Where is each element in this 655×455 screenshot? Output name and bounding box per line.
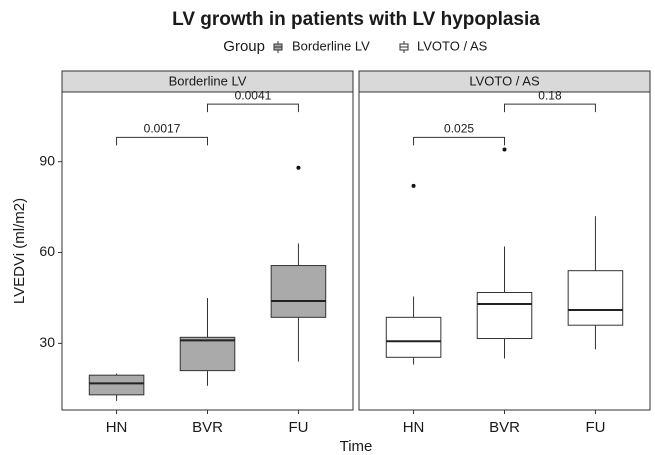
x-tick-label: BVR (192, 419, 223, 436)
x-tick-label: BVR (489, 419, 520, 436)
chart-title: LV growth in patients with LV hypoplasia (172, 9, 540, 30)
box (567, 270, 624, 326)
y-axis-label: LVEDVi (ml/m2) (11, 198, 28, 304)
comparison-bracket (116, 136, 208, 146)
box (270, 265, 327, 318)
legend-label: LVOTO / AS (417, 38, 488, 53)
y-tick-label: 60 (39, 243, 55, 259)
x-axis-label: Time (340, 438, 373, 455)
x-tick-label: HN (403, 419, 425, 436)
box (179, 336, 236, 372)
comparison-bracket (207, 103, 299, 113)
comparison-bracket (413, 136, 505, 146)
facet-label: Borderline LV (169, 73, 247, 88)
x-tick-label: HN (106, 419, 128, 436)
x-tick-label: FU (288, 419, 308, 436)
outlier (502, 147, 507, 152)
comparison-bracket (504, 103, 596, 113)
box (476, 291, 533, 340)
comparison-label: 0.18 (538, 88, 562, 102)
y-tick-label: 30 (39, 334, 55, 350)
box (88, 374, 145, 396)
legend-title: Group (223, 38, 265, 55)
comparison-label: 0.0017 (144, 122, 181, 136)
comparison-label: 0.0041 (235, 88, 272, 102)
comparison-label: 0.025 (444, 122, 474, 136)
outlier (411, 183, 416, 188)
legend-label: Borderline LV (292, 38, 370, 53)
outlier (296, 165, 301, 170)
box (385, 316, 442, 358)
y-tick-label: 90 (39, 152, 55, 168)
facet-label: LVOTO / AS (469, 73, 540, 88)
x-tick-label: FU (585, 419, 605, 436)
